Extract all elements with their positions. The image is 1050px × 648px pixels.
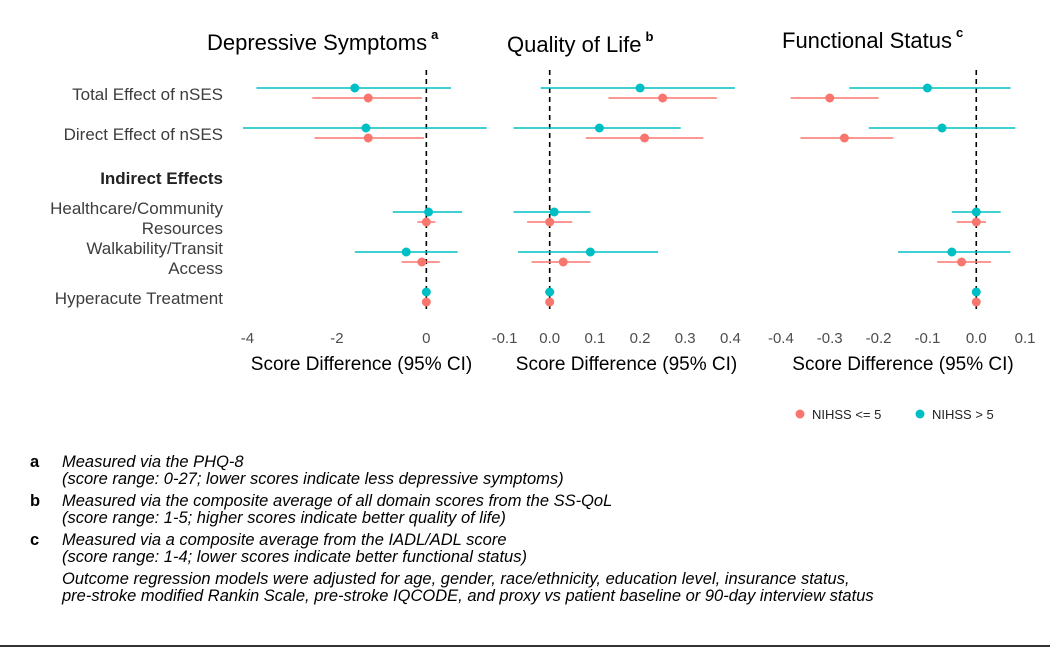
legend-label: NIHSS <= 5 <box>812 407 881 422</box>
footnote: a Measured via the PHQ-8 (score range: 0-2… <box>30 454 1045 488</box>
point-estimate <box>363 133 373 143</box>
row-label: Hyperacute Treatment <box>55 289 223 308</box>
row-label: Healthcare/Community <box>50 199 223 218</box>
footnote-key: c <box>30 531 40 549</box>
footnote-line: Measured via a composite average from th… <box>62 531 507 549</box>
tick-label: -2 <box>330 330 343 347</box>
footnote: c Measured via a composite average from t… <box>30 532 1045 566</box>
point-estimate <box>640 133 650 143</box>
point-estimate <box>421 217 431 227</box>
point-estimate <box>635 83 645 93</box>
point-estimate <box>971 207 981 217</box>
point-estimate <box>417 257 427 267</box>
point-estimate <box>363 93 373 103</box>
footnote-line: Outcome regression models were adjusted … <box>62 570 850 588</box>
footnote-key <box>30 571 62 605</box>
point-estimate <box>545 297 555 307</box>
panel-title-superscript: a <box>431 27 439 42</box>
footnote-text: Measured via the PHQ-8 (score range: 0-27… <box>62 454 564 488</box>
row-label: Walkability/Transit <box>86 239 223 258</box>
point-estimate <box>350 83 360 93</box>
footnotes: a Measured via the PHQ-8 (score range: 0-2… <box>30 454 1045 610</box>
point-estimate <box>594 123 604 133</box>
point-estimate <box>825 93 835 103</box>
forest-panel: Quality of Life b -0.1 0.0 0.1 0.2 0.3 0.4 Score… <box>492 29 741 375</box>
point-estimate <box>947 247 957 257</box>
tick-label: 0.1 <box>584 330 605 347</box>
point-estimate <box>658 93 668 103</box>
panel-title: Functional Status <box>782 28 952 53</box>
point-estimate <box>922 83 932 93</box>
point-estimate <box>361 123 371 133</box>
tick-label: -0.2 <box>866 330 892 347</box>
point-estimate <box>957 257 967 267</box>
legend-swatch <box>915 409 925 419</box>
tick-label: 0 <box>422 330 430 347</box>
tick-label: 0.0 <box>539 330 560 347</box>
tick-label: 0.0 <box>966 330 987 347</box>
point-estimate <box>545 287 555 297</box>
forest-panel: Depressive Symptoms a -4 -2 0 Score Differenc… <box>207 27 487 375</box>
point-estimate <box>971 217 981 227</box>
point-estimate <box>549 207 559 217</box>
panel-title: Quality of Life <box>507 32 642 57</box>
legend-swatch <box>795 409 805 419</box>
row-label: Indirect Effects <box>100 169 223 188</box>
footnote-key: b <box>30 492 41 510</box>
point-estimate <box>545 217 555 227</box>
panel-title: Depressive Symptoms <box>207 30 427 55</box>
panel-title-superscript: c <box>956 25 963 40</box>
point-estimate <box>585 247 595 257</box>
point-estimate <box>421 287 431 297</box>
forest-plot-figure: Total Effect of nSES Direct Effect of nSE… <box>50 25 1036 422</box>
tick-label: -0.1 <box>492 330 518 347</box>
forest-panel: Functional Status c -0.4 -0.3 -0.2 -0.1 0.0 0.1… <box>768 25 1036 375</box>
point-estimate <box>971 287 981 297</box>
panel-title-superscript: b <box>646 29 654 44</box>
footnote-line: Measured via the PHQ-8 <box>62 453 244 471</box>
footnote-line: (score range: 1-5; higher scores indicat… <box>62 509 506 527</box>
footnote-text: Measured via the composite average of al… <box>62 493 612 527</box>
footnote-line: Measured via the composite average of al… <box>62 492 613 510</box>
bottom-divider <box>0 645 1050 647</box>
tick-label: -0.1 <box>914 330 940 347</box>
tick-label: 0.1 <box>1015 330 1036 347</box>
point-estimate <box>421 297 431 307</box>
tick-label: 0.2 <box>630 330 651 347</box>
tick-label: 0.3 <box>675 330 696 347</box>
point-estimate <box>839 133 849 143</box>
footnote: Outcome regression models were adjusted … <box>30 571 1045 605</box>
x-axis-title: Score Difference (95% CI) <box>516 354 737 375</box>
footnote-text: Measured via a composite average from th… <box>62 532 527 566</box>
row-label: Access <box>168 259 223 278</box>
point-estimate <box>401 247 411 257</box>
point-estimate <box>971 297 981 307</box>
footnote-line: (score range: 0-27; lower scores indicat… <box>62 470 564 488</box>
point-estimate <box>937 123 947 133</box>
tick-label: -4 <box>241 330 254 347</box>
row-label: Total Effect of nSES <box>72 85 223 104</box>
tick-label: -0.3 <box>817 330 843 347</box>
footnote-key: a <box>30 453 40 471</box>
point-estimate <box>558 257 568 267</box>
footnote-line: (score range: 1-4; lower scores indicate… <box>62 548 527 566</box>
x-axis-title: Score Difference (95% CI) <box>251 354 472 375</box>
footnote-text: Outcome regression models were adjusted … <box>62 571 874 605</box>
footnote-line: pre-stroke modified Rankin Scale, pre-st… <box>62 587 874 605</box>
tick-label: -0.4 <box>768 330 794 347</box>
tick-label: 0.4 <box>720 330 741 347</box>
legend-label: NIHSS > 5 <box>932 407 994 422</box>
point-estimate <box>424 207 434 217</box>
footnote: b Measured via the composite average of a… <box>30 493 1045 527</box>
row-label: Direct Effect of nSES <box>64 125 223 144</box>
legend: NIHSS <= 5 NIHSS > 5 <box>795 407 994 422</box>
x-axis-title: Score Difference (95% CI) <box>792 354 1013 375</box>
row-label: Resources <box>142 219 223 238</box>
